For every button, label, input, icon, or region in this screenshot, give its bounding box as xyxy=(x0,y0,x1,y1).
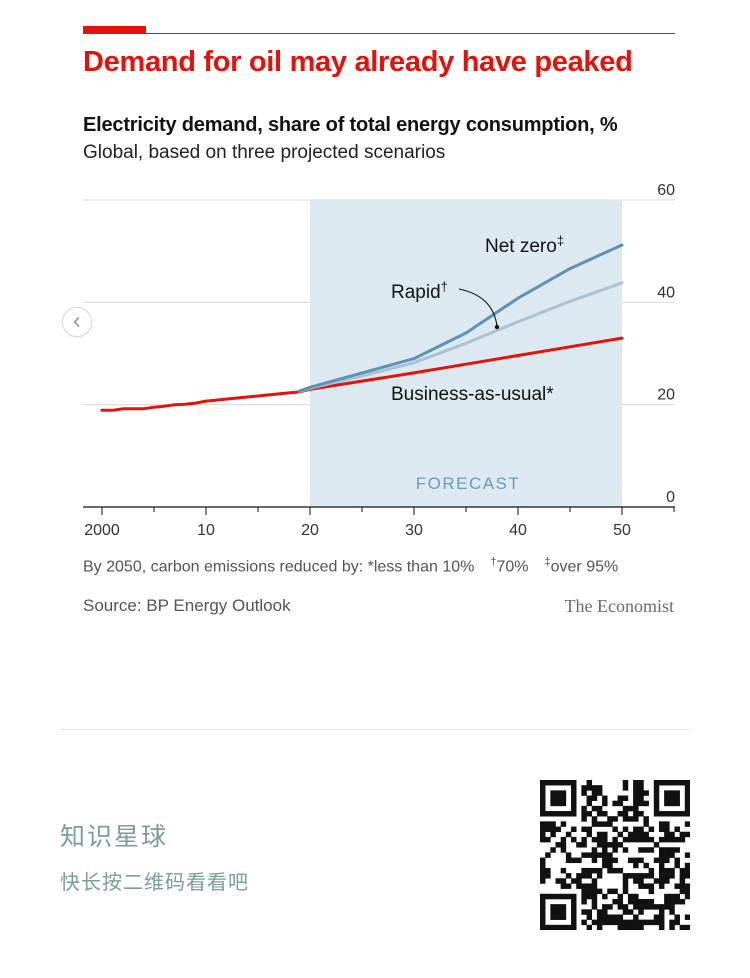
chart-title: Electricity demand, share of total energ… xyxy=(83,114,618,136)
forecast-band xyxy=(310,200,622,507)
rapid-leader-line xyxy=(458,288,498,327)
forecast-label: FORECAST xyxy=(416,474,521,493)
promo-title: 知识星球 xyxy=(60,822,169,851)
source-line: Source: BP Energy Outlook xyxy=(83,596,291,615)
brand-logo: The Economist xyxy=(564,596,674,616)
footnote-dagger: † xyxy=(490,556,497,568)
x-tick-label-2030: 30 xyxy=(405,522,423,539)
x-tick-label-2010: 10 xyxy=(197,522,215,539)
chevron-left-icon xyxy=(73,317,80,327)
footnote-double-dagger-value: over 95% xyxy=(550,558,619,576)
qr-code[interactable] xyxy=(540,780,690,930)
footnote-prefix: By 2050, carbon emissions reduced by: *l… xyxy=(83,558,475,576)
promo-subtitle: 快长按二维码看看吧 xyxy=(60,870,249,894)
red-rule-line xyxy=(83,33,675,34)
series-label-business-as-usual: Business-as-usual* xyxy=(391,384,554,405)
series-line-net-zero xyxy=(298,243,624,393)
footnote: By 2050, carbon emissions reduced by: *l… xyxy=(83,556,618,576)
y-tick-label-40: 40 xyxy=(657,284,675,301)
footnote-double-dagger: ‡ xyxy=(544,556,551,568)
x-tick-label-2020: 20 xyxy=(301,522,319,539)
red-accent-block xyxy=(83,26,146,34)
x-tick-label-2050: 50 xyxy=(613,522,631,539)
series-line-business-as-usual xyxy=(100,336,624,412)
y-tick-label-0: 0 xyxy=(666,489,675,506)
headline: Demand for oil may already have peaked xyxy=(83,46,633,78)
carousel-back-button[interactable] xyxy=(62,307,92,337)
top-accent-bar xyxy=(83,26,675,34)
section-divider xyxy=(60,729,690,730)
rapid-leader-dot xyxy=(494,324,500,330)
chart-subtitle: Global, based on three projected scenari… xyxy=(83,142,446,163)
x-tick-label-2040: 40 xyxy=(509,522,527,539)
footnote-dagger-value: 70% xyxy=(496,558,529,576)
series-label-net-zero: Net zero‡ xyxy=(485,233,564,257)
x-tick-label-2000: 2000 xyxy=(84,522,120,539)
y-tick-label-20: 20 xyxy=(657,387,675,404)
series-label-rapid: Rapid† xyxy=(391,279,448,303)
y-tick-label-60: 60 xyxy=(657,182,675,199)
electricity-demand-chart: FORECAST Net zero‡ Rapid† Business-as-usua… xyxy=(83,182,675,539)
